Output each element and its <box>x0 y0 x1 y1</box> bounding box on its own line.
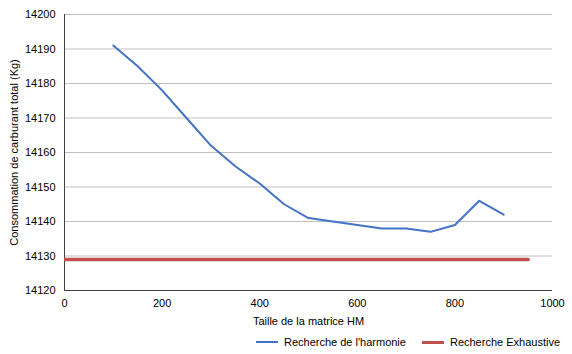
svg-text:14180: 14180 <box>25 77 56 89</box>
svg-text:800: 800 <box>446 297 464 309</box>
svg-text:14140: 14140 <box>25 215 56 227</box>
svg-text:14170: 14170 <box>25 112 56 124</box>
svg-text:600: 600 <box>348 297 366 309</box>
svg-text:200: 200 <box>153 297 171 309</box>
svg-text:14150: 14150 <box>25 181 56 193</box>
svg-text:Consommation de carburant tota: Consommation de carburant total (Kg) <box>8 59 20 245</box>
svg-text:1000: 1000 <box>540 297 564 309</box>
svg-text:14200: 14200 <box>25 8 56 20</box>
html-text:Recherche de l'harmonie: Recherche de l'harmonie <box>284 336 406 348</box>
svg-text:14130: 14130 <box>25 250 56 262</box>
svg-text:14120: 14120 <box>25 284 56 296</box>
svg-text:400: 400 <box>251 297 269 309</box>
svg-text:0: 0 <box>61 297 67 309</box>
svg-text:Taille de la matrice HM: Taille de la matrice HM <box>253 315 364 327</box>
html-text:Recherche Exhaustive: Recherche Exhaustive <box>449 336 560 348</box>
svg-text:14190: 14190 <box>25 43 56 55</box>
svg-text:14160: 14160 <box>25 146 56 158</box>
